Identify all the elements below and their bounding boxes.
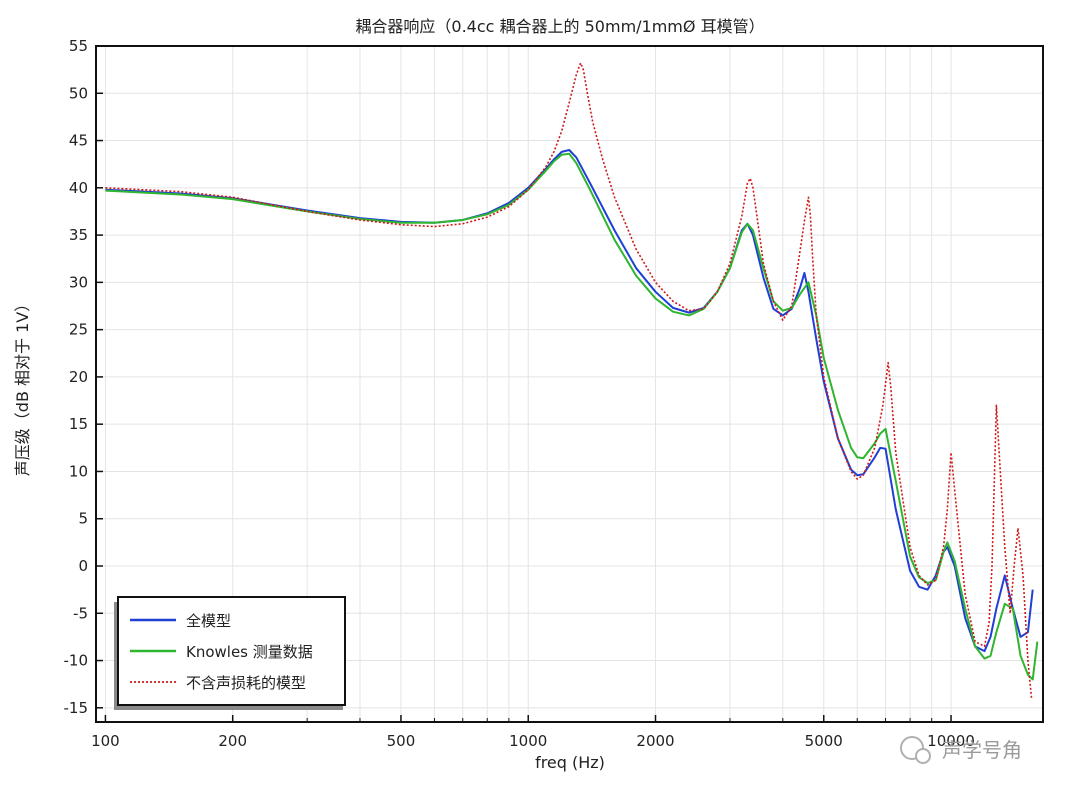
y-tick-label: 40 xyxy=(69,179,88,197)
grid-lines xyxy=(96,45,1043,722)
y-tick-label: 55 xyxy=(69,37,88,55)
y-tick-label: 30 xyxy=(69,273,88,291)
y-tick-label: -5 xyxy=(73,604,88,622)
wechat-icon-small xyxy=(915,748,931,764)
x-tick-label: 2000 xyxy=(636,732,674,750)
series-line-1 xyxy=(105,152,1039,681)
x-tick-label: 100 xyxy=(91,732,120,750)
y-tick-label: -10 xyxy=(64,652,89,670)
x-tick-label: 10000 xyxy=(927,732,975,750)
y-tick-label: -15 xyxy=(64,699,89,717)
x-tick-label: 500 xyxy=(387,732,416,750)
series-line-2 xyxy=(105,62,1033,699)
x-tick-label: 5000 xyxy=(805,732,843,750)
x-tick-label: 200 xyxy=(218,732,247,750)
plot-frame xyxy=(95,45,1044,723)
legend-label: 全模型 xyxy=(186,612,231,630)
x-axis-title: freq (Hz) xyxy=(535,753,605,772)
y-tick-label: 0 xyxy=(78,557,88,575)
y-tick-label: 35 xyxy=(69,226,88,244)
legend-label: Knowles 测量数据 xyxy=(186,643,313,661)
legend-label: 不含声损耗的模型 xyxy=(186,674,306,692)
watermark-text: 声学号角 xyxy=(942,738,1022,762)
y-tick-label: 20 xyxy=(69,368,88,386)
y-tick-label: 25 xyxy=(69,321,88,339)
x-tick-label: 1000 xyxy=(509,732,547,750)
series-lines xyxy=(105,62,1039,699)
chart-title: 耦合器响应（0.4cc 耦合器上的 50mm/1mmØ 耳模管） xyxy=(355,17,764,36)
axis-ticks: 100 200 500 1000 2000 5000 10000 -15 -10 -5 0 5 10 15… xyxy=(64,37,975,750)
y-tick-label: 45 xyxy=(69,132,88,150)
y-tick-label: 15 xyxy=(69,415,88,433)
watermark: 声学号角 xyxy=(900,736,1022,764)
y-tick-label: 50 xyxy=(69,84,88,102)
y-axis-title: 声压级（dB 相对于 1V） xyxy=(13,296,32,476)
y-tick-label: 10 xyxy=(69,462,88,480)
y-tick-label: 5 xyxy=(78,510,88,528)
